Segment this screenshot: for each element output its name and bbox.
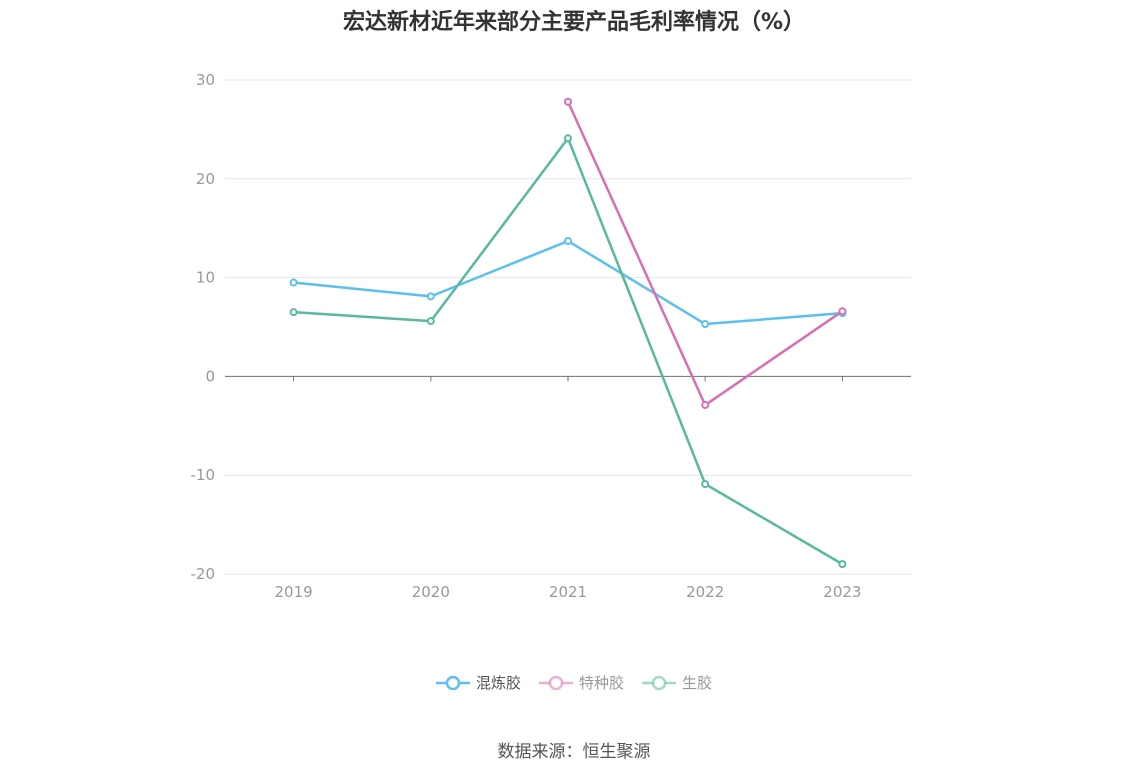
data-point (426, 292, 435, 301)
y-tick-label: 0 (205, 367, 215, 385)
legend-item[interactable]: 生胶 (642, 672, 712, 693)
data-point (701, 480, 710, 489)
data-source-note: 数据来源：恒生聚源 (497, 742, 651, 762)
legend-label: 混炼胶 (475, 674, 521, 692)
series-line-1 (566, 101, 844, 407)
x-tick-label: 2019 (275, 583, 313, 601)
data-point (426, 317, 435, 326)
data-point (564, 134, 572, 143)
line-chart: 30 20 10 0 -10 -20 2019 2020 2021 2022 2023 (191, 71, 911, 601)
data-point (564, 237, 572, 246)
x-tick-label: 2020 (412, 583, 450, 601)
data-point (838, 560, 847, 569)
y-tick-label: 20 (196, 170, 215, 188)
legend-swatch-icon (642, 675, 676, 690)
series-line-0 (293, 239, 843, 326)
data-point (701, 401, 710, 410)
data-point (838, 307, 847, 316)
legend-swatch-icon (435, 675, 470, 690)
x-tick-label: 2022 (686, 583, 724, 601)
y-tick-label: -20 (191, 565, 216, 583)
y-tick-label: 30 (196, 71, 215, 89)
y-tick-label: 10 (196, 269, 215, 287)
chart-title: 宏达新材近年来部分主要产品毛利率情况（%） (342, 10, 806, 35)
y-tick-label: -10 (191, 466, 216, 484)
legend-label: 生胶 (682, 674, 713, 692)
data-point (701, 320, 710, 329)
legend-swatch-icon (538, 675, 573, 690)
x-tick-label: 2023 (823, 583, 861, 601)
legend-item[interactable]: 特种胶 (538, 672, 624, 693)
data-point (564, 97, 572, 106)
chart-legend: 混炼胶 特种胶 生胶 (0, 672, 1148, 693)
data-point (289, 308, 298, 317)
legend-label: 特种胶 (578, 674, 624, 692)
legend-item[interactable]: 混炼胶 (435, 672, 521, 693)
data-point (289, 278, 298, 287)
x-tick-label: 2021 (549, 583, 587, 601)
series-line-2 (293, 137, 844, 566)
